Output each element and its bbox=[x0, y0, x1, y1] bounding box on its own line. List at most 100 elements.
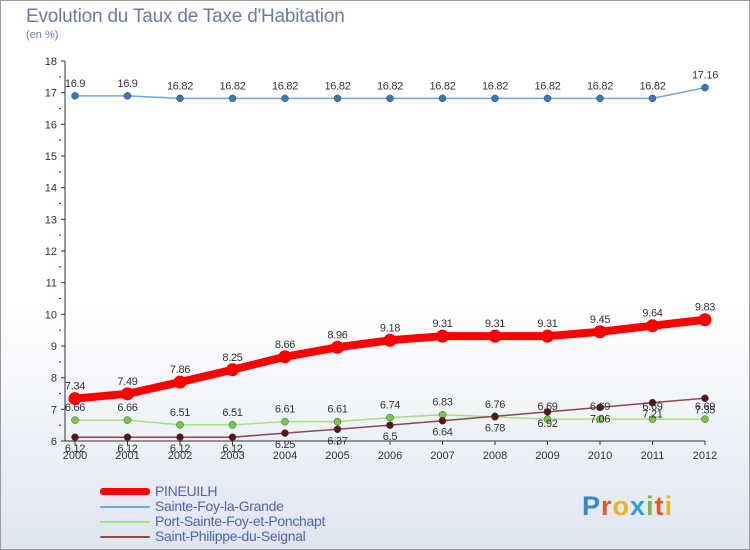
data-point bbox=[436, 329, 449, 343]
data-point bbox=[648, 94, 657, 103]
data-point bbox=[543, 415, 552, 423]
data-label: 7.06 bbox=[590, 413, 610, 425]
data-label: 8.96 bbox=[327, 329, 347, 341]
data-point bbox=[121, 387, 134, 401]
data-point bbox=[383, 333, 397, 347]
data-point bbox=[68, 392, 82, 406]
data-point bbox=[176, 433, 184, 441]
data-point bbox=[386, 94, 394, 103]
data-label: 9.31 bbox=[485, 318, 505, 330]
data-point bbox=[701, 83, 709, 92]
data-point bbox=[701, 415, 709, 423]
data-point bbox=[543, 408, 552, 416]
data-label: 6.37 bbox=[327, 435, 347, 447]
data-label: 6.61 bbox=[327, 404, 347, 416]
data-label: 6.66 bbox=[117, 402, 137, 414]
data-point bbox=[71, 416, 79, 424]
y-tick-label: 8 bbox=[51, 373, 57, 385]
data-label: 6.76 bbox=[485, 399, 505, 411]
data-point bbox=[123, 92, 132, 100]
y-tick-label: 6 bbox=[51, 436, 57, 448]
x-tick-label: 2007 bbox=[430, 450, 454, 462]
data-label: 16.82 bbox=[167, 80, 193, 92]
data-label: 6.66 bbox=[65, 402, 85, 414]
y-tick-label: 9 bbox=[51, 341, 57, 353]
y-tick-label: 14 bbox=[45, 183, 57, 195]
data-label: 9.31 bbox=[432, 318, 452, 330]
legend-label-port-sainte-foy-et-ponchapt: Port-Sainte-Foy-et-Ponchapt bbox=[155, 513, 326, 529]
legend-label-sainte-foy-la-grande: Sainte-Foy-la-Grande bbox=[155, 498, 284, 514]
legend-swatch-saint-philippe-du-seignal bbox=[100, 536, 150, 538]
data-label: 16.9 bbox=[117, 78, 137, 90]
data-label: 6.12 bbox=[222, 443, 242, 455]
data-label: 7.21 bbox=[642, 409, 662, 421]
data-point bbox=[491, 94, 499, 103]
logo-letter: P bbox=[582, 491, 602, 521]
data-label: 6.64 bbox=[432, 427, 452, 439]
data-label: 9.31 bbox=[537, 318, 557, 330]
data-point bbox=[543, 94, 552, 103]
data-point bbox=[438, 94, 447, 103]
chart-subtitle: (en %) bbox=[26, 29, 59, 41]
chart-title: Evolution du Taux de Taxe d'Habitation bbox=[26, 6, 345, 27]
data-point bbox=[596, 415, 604, 423]
data-label: 16.82 bbox=[429, 80, 455, 92]
x-tick-label: 2003 bbox=[220, 450, 244, 462]
data-label: 6.92 bbox=[537, 418, 557, 430]
data-point bbox=[228, 94, 237, 103]
legend-label-saint-philippe-du-seignal: Saint-Philippe-du-Seignal bbox=[155, 528, 306, 544]
x-tick-label: 2008 bbox=[483, 450, 507, 462]
data-point bbox=[648, 398, 657, 407]
data-label: 7.35 bbox=[695, 404, 715, 416]
data-label: 8.25 bbox=[222, 352, 242, 364]
data-label: 16.82 bbox=[639, 80, 665, 92]
y-tick-label: 15 bbox=[45, 151, 57, 163]
x-tick-label: 2004 bbox=[273, 450, 297, 462]
y-tick-label: 17 bbox=[45, 88, 57, 100]
data-point bbox=[176, 421, 184, 429]
data-label: 6.5 bbox=[383, 431, 398, 443]
data-point bbox=[701, 394, 709, 402]
data-label: 7.49 bbox=[117, 376, 137, 388]
x-tick-label: 2010 bbox=[588, 450, 612, 462]
data-label: 6.25 bbox=[275, 439, 295, 451]
data-label: 16.82 bbox=[324, 80, 350, 92]
y-tick-label: 13 bbox=[45, 214, 57, 226]
data-point bbox=[228, 433, 237, 441]
line-chart: 6 7 8 9 10 11 12 13 14 15 16 17 18 2000 2001 2002 2003 20… bbox=[45, 56, 719, 462]
data-point bbox=[593, 325, 607, 339]
logo-letter: i bbox=[646, 491, 655, 521]
data-point bbox=[281, 417, 289, 426]
data-point bbox=[596, 403, 604, 412]
data-label: 9.45 bbox=[590, 314, 610, 326]
data-label: 6.69 bbox=[590, 401, 610, 413]
data-label: 7.34 bbox=[65, 381, 85, 393]
data-label: 6.69 bbox=[642, 401, 662, 413]
x-tick-label: 2011 bbox=[641, 450, 665, 462]
y-tick-label: 10 bbox=[45, 309, 57, 321]
y-tick-label: 7 bbox=[51, 404, 57, 416]
data-label: 9.83 bbox=[695, 302, 715, 314]
data-label: 6.61 bbox=[275, 404, 295, 416]
data-point bbox=[226, 363, 239, 377]
data-label: 6.69 bbox=[537, 401, 557, 413]
proxiti-logo: Proxiti bbox=[582, 491, 673, 522]
data-point bbox=[491, 412, 499, 421]
x-tick-label: 2000 bbox=[63, 450, 87, 462]
data-label: 6.51 bbox=[170, 407, 190, 419]
data-point bbox=[333, 425, 342, 434]
data-point bbox=[281, 429, 289, 437]
data-point bbox=[173, 375, 187, 389]
legend-swatch-port-sainte-foy-et-ponchapt bbox=[100, 521, 150, 523]
data-label: 9.64 bbox=[642, 308, 662, 320]
data-point bbox=[71, 92, 79, 100]
data-label: 6.78 bbox=[485, 422, 505, 434]
data-label: 6.12 bbox=[65, 443, 85, 455]
legend-swatch-sainte-foy-la-grande bbox=[100, 506, 150, 508]
data-label: 7.86 bbox=[170, 364, 190, 376]
data-label: 6.69 bbox=[695, 401, 715, 413]
data-point bbox=[278, 350, 292, 364]
legend-label-pineuilh: PINEUILH bbox=[155, 483, 218, 499]
data-point bbox=[123, 416, 132, 424]
logo-letter: r bbox=[601, 491, 613, 521]
